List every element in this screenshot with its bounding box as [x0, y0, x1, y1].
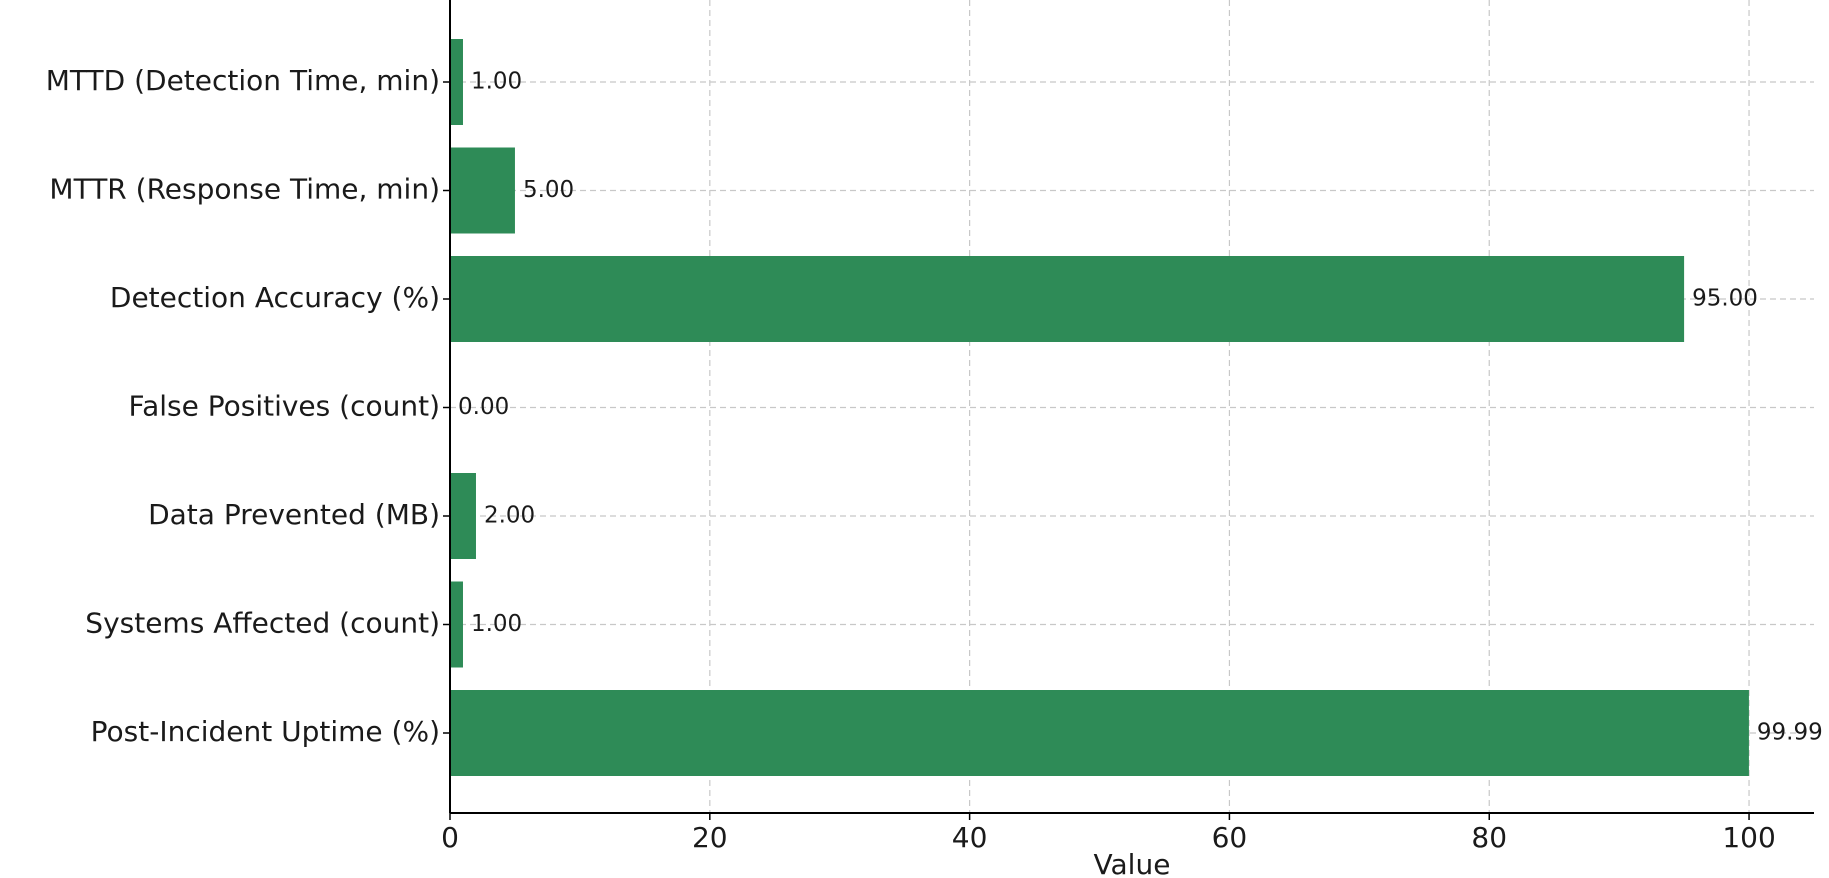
value-label: 2.00: [484, 503, 535, 529]
bar: [450, 39, 463, 125]
x-axis-label: Value: [1094, 848, 1171, 878]
x-tick-label: 80: [1471, 821, 1507, 854]
value-label: 99.99: [1757, 720, 1823, 746]
y-tick-label: Post-Incident Uptime (%): [91, 715, 440, 748]
y-tick-label: Detection Accuracy (%): [110, 281, 440, 314]
y-tick-label: MTTR (Response Time, min): [49, 173, 440, 206]
x-tick-label: 40: [952, 821, 988, 854]
value-label: 0.00: [458, 394, 509, 420]
y-tick-label: False Positives (count): [129, 390, 440, 423]
bar: [450, 147, 515, 234]
y-tick-label: Data Prevented (MB): [148, 498, 440, 531]
value-label: 1.00: [471, 69, 522, 95]
value-label: 95.00: [1692, 286, 1758, 312]
y-tick-label: MTTD (Detection Time, min): [46, 64, 440, 97]
bar: [450, 256, 1685, 342]
y-tick-label: Systems Affected (count): [85, 607, 440, 640]
x-tick-label: 0: [441, 821, 459, 854]
x-tick-label: 20: [692, 821, 728, 854]
bar: [450, 473, 476, 559]
x-tick-label: 60: [1212, 821, 1248, 854]
value-label: 5.00: [523, 177, 574, 203]
x-tick-label: 100: [1722, 821, 1775, 854]
bar: [450, 690, 1749, 776]
bar: [450, 581, 463, 668]
value-label: 1.00: [471, 611, 522, 637]
